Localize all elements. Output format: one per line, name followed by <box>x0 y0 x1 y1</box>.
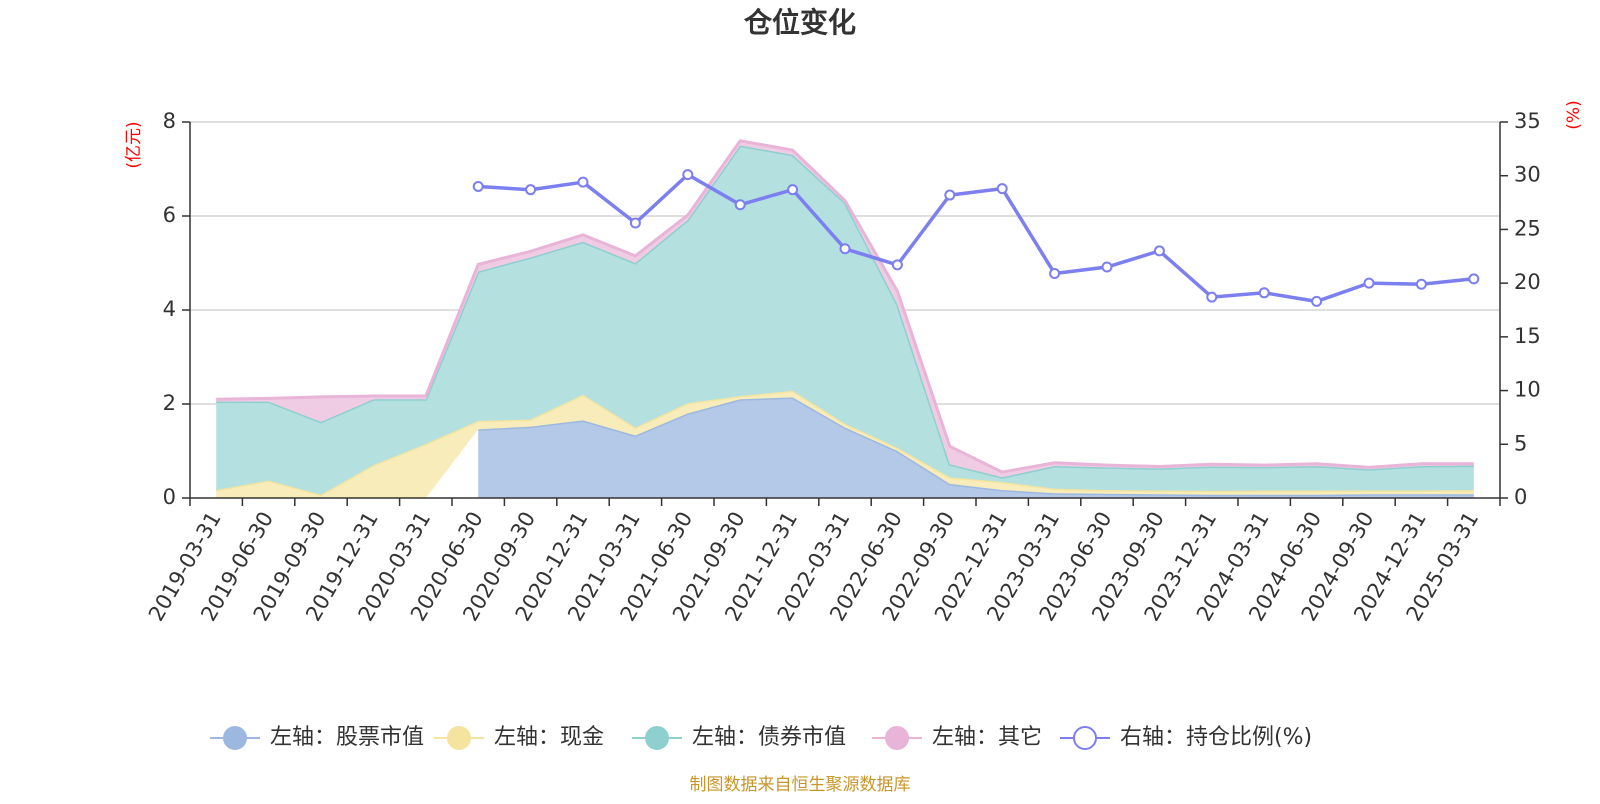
right-axis-tick-label: 20 <box>1514 270 1541 294</box>
ratio-point <box>577 176 589 188</box>
legend-label: 左轴：股票市值 <box>270 725 424 750</box>
right-axis-tick-label: 10 <box>1514 378 1541 402</box>
right-axis-tick-label: 15 <box>1514 324 1541 348</box>
stacked-areas <box>215 139 1474 498</box>
ratio-point <box>1258 287 1270 299</box>
data-source-note: 制图数据来自恒生聚源数据库 <box>690 775 911 795</box>
right-axis-tick-label: 25 <box>1514 216 1541 240</box>
right-axis-tick-label: 0 <box>1514 485 1527 509</box>
ratio-point <box>944 189 956 201</box>
legend-item[interactable]: 左轴：现金 <box>434 725 604 750</box>
ratio-point <box>1468 273 1480 285</box>
legend-label: 左轴：其它 <box>932 725 1042 750</box>
legend-marker <box>1073 726 1097 750</box>
left-axis-tick-label: 8 <box>163 109 176 133</box>
ratio-point <box>1363 277 1375 289</box>
legend-item[interactable]: 左轴：其它 <box>872 725 1042 750</box>
ratio-point <box>996 183 1008 195</box>
legend-marker <box>447 726 471 750</box>
ratio-point <box>1415 278 1427 290</box>
left-axis-unit: (亿元) <box>124 121 144 168</box>
right-axis-tick-label: 5 <box>1514 431 1527 455</box>
ratio-point <box>629 217 641 229</box>
ratio-point <box>1049 267 1061 279</box>
ratio-point <box>525 184 537 196</box>
ratio-point <box>682 169 694 181</box>
legend-item[interactable]: 右轴：持仓比例(%) <box>1060 725 1312 750</box>
ratio-point <box>787 184 799 196</box>
area-band <box>216 145 1474 495</box>
area-band <box>478 397 1474 498</box>
right-axis-tick-label: 35 <box>1514 109 1541 133</box>
ratio-point <box>839 243 851 255</box>
legend[interactable]: 左轴：股票市值 左轴：现金 左轴：债券市值 左轴：其它 右轴：持仓比例(%) <box>210 725 1312 750</box>
ratio-point <box>1153 245 1165 257</box>
area-top-line <box>216 139 1474 474</box>
legend-label: 左轴：债券市值 <box>692 725 846 750</box>
area-band <box>216 390 1474 498</box>
ratio-point <box>1101 261 1113 273</box>
ratio-point <box>472 180 484 192</box>
legend-marker <box>223 726 247 750</box>
ratio-line-layer <box>472 169 1480 307</box>
ratio-line <box>478 172 1474 304</box>
ratio-point <box>1311 295 1323 307</box>
right-axis-tick-label: 30 <box>1514 163 1541 187</box>
left-axis-tick-label: 2 <box>163 391 176 415</box>
left-axis-tick-label: 6 <box>163 203 176 227</box>
left-axis-tick-label: 4 <box>163 297 176 321</box>
legend-label: 右轴：持仓比例(%) <box>1120 725 1312 750</box>
ratio-point <box>1206 291 1218 303</box>
chart-title: 仓位变化 <box>744 6 856 39</box>
legend-marker <box>885 726 909 750</box>
legend-item[interactable]: 左轴：债券市值 <box>632 725 846 750</box>
ratio-point <box>891 259 903 271</box>
left-axis-tick-label: 0 <box>163 485 176 509</box>
ratio-point <box>734 199 746 211</box>
legend-item[interactable]: 左轴：股票市值 <box>210 725 424 750</box>
legend-marker <box>645 726 669 750</box>
legend-label: 左轴：现金 <box>494 725 604 750</box>
right-axis-unit: (%) <box>1564 100 1584 129</box>
